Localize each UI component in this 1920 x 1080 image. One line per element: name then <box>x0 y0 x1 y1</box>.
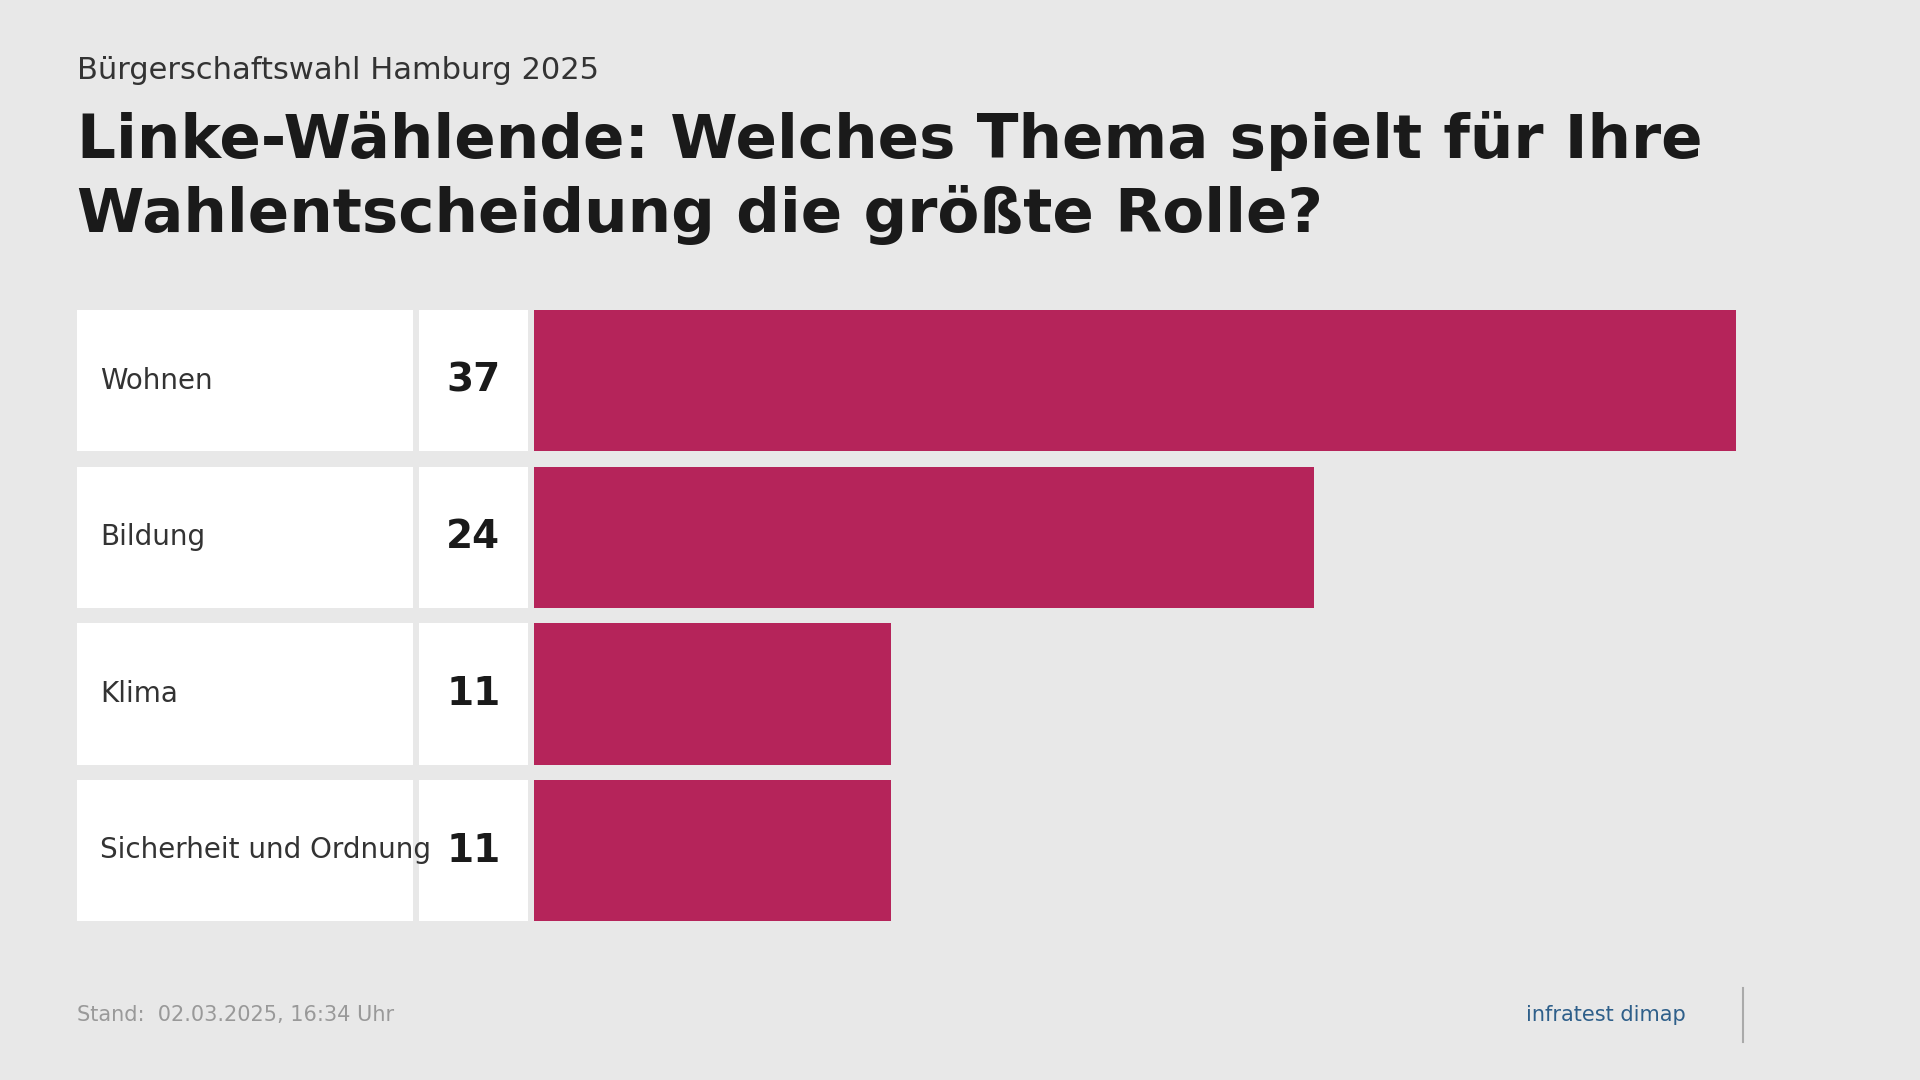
Text: infratest dimap: infratest dimap <box>1526 1005 1686 1025</box>
Text: 24: 24 <box>445 518 501 556</box>
Text: Wohnen: Wohnen <box>100 367 213 394</box>
Text: Klima: Klima <box>100 680 179 707</box>
Text: Sicherheit und Ordnung: Sicherheit und Ordnung <box>100 837 430 864</box>
Text: Stand:  02.03.2025, 16:34 Uhr: Stand: 02.03.2025, 16:34 Uhr <box>77 1005 394 1025</box>
Text: Bildung: Bildung <box>100 524 205 551</box>
Text: 11: 11 <box>445 675 501 713</box>
Text: 11: 11 <box>445 832 501 869</box>
Text: Linke-Wählende: Welches Thema spielt für Ihre
Wahlentscheidung die größte Rolle?: Linke-Wählende: Welches Thema spielt für… <box>77 111 1703 245</box>
Text: Bürgerschaftswahl Hamburg 2025: Bürgerschaftswahl Hamburg 2025 <box>77 56 599 84</box>
Text: 37: 37 <box>445 362 501 400</box>
